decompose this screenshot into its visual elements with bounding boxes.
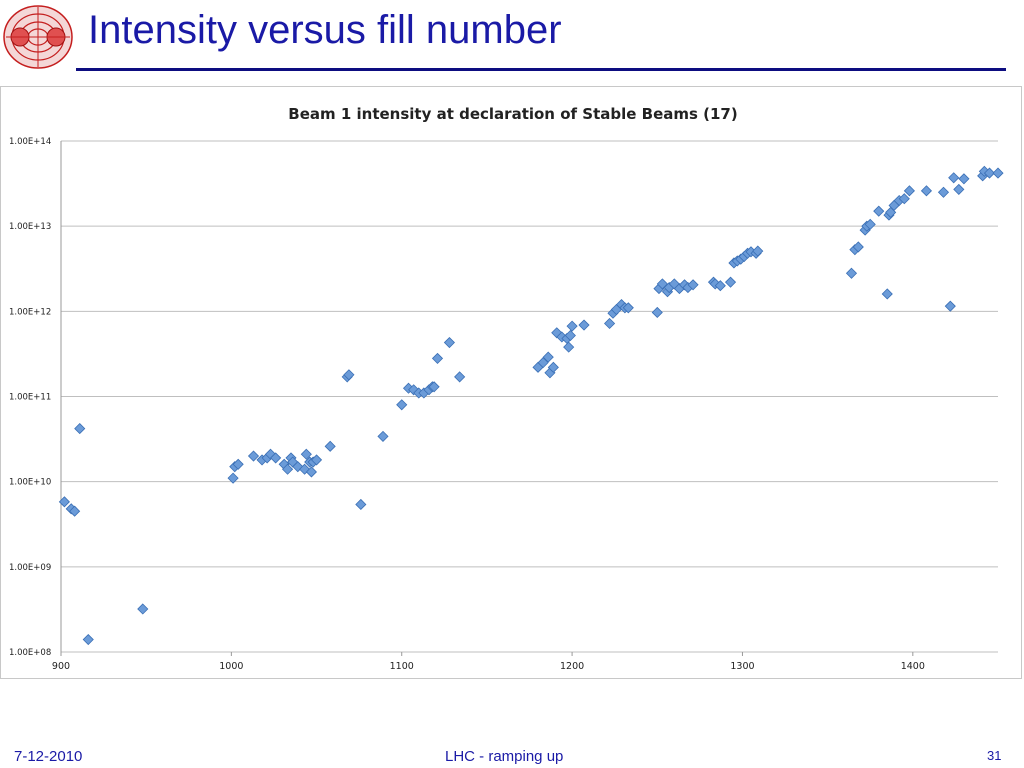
data-point bbox=[74, 423, 86, 435]
data-point bbox=[566, 320, 578, 332]
data-point bbox=[270, 452, 282, 464]
data-point bbox=[282, 463, 294, 475]
y-tick-label: 1.00E+09 bbox=[9, 563, 51, 573]
data-point bbox=[431, 352, 444, 364]
data-point bbox=[232, 458, 244, 470]
data-point bbox=[687, 279, 699, 291]
logo bbox=[3, 5, 73, 69]
y-tick-label: 1.00E+13 bbox=[9, 222, 51, 232]
data-point bbox=[651, 306, 663, 319]
data-point bbox=[310, 454, 323, 466]
data-point bbox=[564, 329, 576, 342]
footer-date: 7-12-2010 bbox=[14, 748, 83, 765]
data-point bbox=[137, 603, 149, 615]
data-point bbox=[983, 167, 996, 179]
data-point bbox=[324, 440, 336, 452]
data-point bbox=[898, 193, 910, 205]
data-point bbox=[920, 185, 933, 197]
data-point bbox=[443, 336, 455, 349]
data-point bbox=[578, 319, 590, 331]
data-point bbox=[355, 498, 367, 511]
data-point bbox=[428, 381, 440, 393]
y-tick-labels: 1.00E+08 1.00E+09 1.00E+10 1.00E+11 1.00E+12… bbox=[9, 137, 51, 658]
data-point bbox=[881, 288, 893, 300]
data-point bbox=[343, 369, 355, 381]
y-tick-label: 1.00E+10 bbox=[9, 478, 51, 488]
data-point bbox=[852, 241, 864, 253]
data-point bbox=[537, 357, 549, 369]
y-tick-label: 1.00E+11 bbox=[9, 393, 51, 403]
data-points bbox=[58, 165, 1004, 646]
y-tick-label: 1.00E+14 bbox=[9, 137, 51, 147]
data-point bbox=[58, 496, 70, 508]
data-point bbox=[953, 183, 965, 195]
data-point bbox=[873, 205, 885, 217]
data-point bbox=[622, 302, 634, 314]
data-point bbox=[563, 341, 575, 353]
data-point bbox=[752, 245, 764, 257]
data-point bbox=[714, 280, 726, 292]
chart-frame: Beam 1 intensity at declaration of Stabl… bbox=[0, 86, 1022, 679]
x-tick-label: 1200 bbox=[560, 661, 584, 672]
data-point bbox=[958, 173, 970, 185]
x-tick-label: 1400 bbox=[901, 661, 925, 672]
data-point bbox=[454, 371, 466, 383]
data-point bbox=[845, 267, 858, 279]
x-tick-label: 1300 bbox=[730, 661, 754, 672]
footer-title: LHC - ramping up bbox=[445, 748, 564, 765]
data-point bbox=[377, 430, 389, 442]
data-point bbox=[547, 361, 559, 373]
data-point bbox=[724, 276, 737, 288]
page-number: 31 bbox=[987, 748, 1002, 763]
data-point bbox=[542, 351, 554, 363]
slide-title: Intensity versus fill number bbox=[88, 8, 562, 52]
data-point bbox=[82, 633, 94, 646]
data-point bbox=[944, 300, 956, 312]
x-tick-label: 900 bbox=[52, 661, 70, 672]
data-point bbox=[604, 317, 616, 330]
data-point bbox=[300, 448, 312, 460]
chart-title: Beam 1 intensity at declaration of Stabl… bbox=[288, 105, 737, 123]
x-tick-labels: 900 1000 1100 1200 1300 1400 bbox=[52, 661, 925, 672]
data-point bbox=[227, 472, 239, 484]
y-tick-label: 1.00E+08 bbox=[9, 648, 51, 658]
data-point bbox=[247, 450, 260, 462]
data-point bbox=[396, 399, 408, 411]
data-point bbox=[948, 172, 960, 184]
data-point bbox=[864, 218, 876, 230]
x-tick-label: 1100 bbox=[390, 661, 414, 672]
data-point bbox=[903, 185, 915, 197]
grid-lines bbox=[60, 140, 998, 656]
data-point bbox=[69, 505, 81, 517]
data-point bbox=[305, 466, 318, 478]
data-point bbox=[992, 167, 1004, 179]
y-tick-label: 1.00E+12 bbox=[9, 307, 51, 317]
title-underline bbox=[76, 68, 1006, 71]
scatter-chart: Beam 1 intensity at declaration of Stabl… bbox=[9, 105, 1004, 672]
x-tick-label: 1000 bbox=[219, 661, 243, 672]
data-point bbox=[937, 186, 950, 198]
